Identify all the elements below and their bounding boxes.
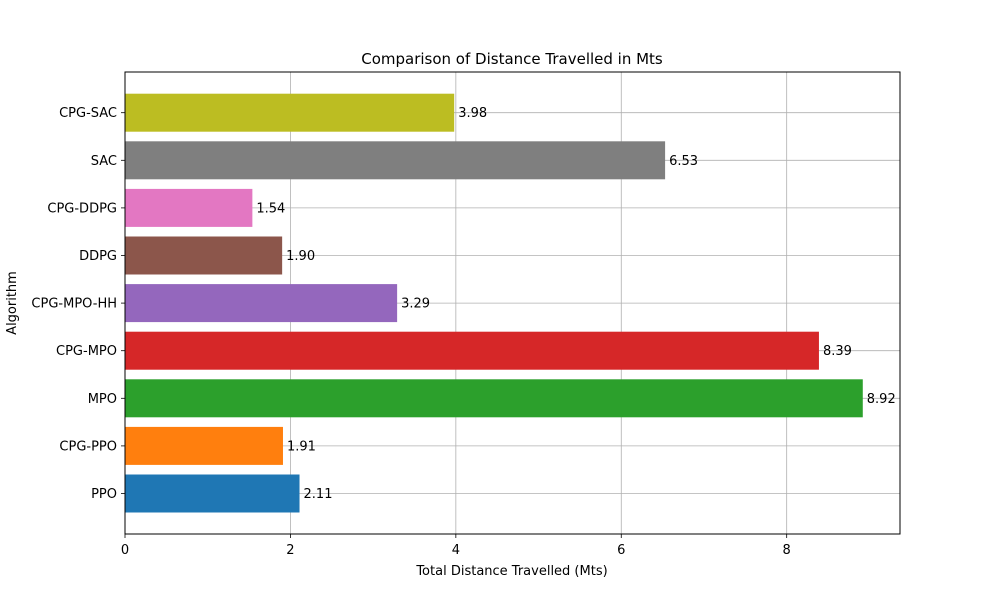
- data-label-sac: 6.53: [669, 154, 698, 169]
- bar-cpg-mpo-hh: [125, 284, 398, 323]
- data-label-ppo: 2.11: [304, 487, 333, 502]
- x-tick-label: 4: [452, 543, 460, 558]
- y-tick-label: CPG-PPO: [59, 439, 117, 454]
- y-axis-ticks: PPO CPG-PPO MPO CPG-MPO CPG-MPO-HH DDPG CPG-DD…: [31, 106, 125, 502]
- bar-cpg-mpo: [125, 331, 819, 370]
- y-tick-label: DDPG: [79, 249, 117, 264]
- x-axis-label: Total Distance Travelled (Mts): [415, 564, 607, 579]
- bars: [125, 93, 863, 513]
- data-label-cpg-mpo-hh: 3.29: [401, 297, 430, 312]
- data-label-cpg-ppo: 1.91: [287, 439, 316, 454]
- bar-ppo: [125, 474, 300, 513]
- data-label-ddpg: 1.90: [286, 249, 315, 264]
- y-tick-label: MPO: [88, 392, 117, 407]
- x-tick-label: 0: [121, 543, 129, 558]
- bar-cpg-sac: [125, 93, 455, 132]
- y-tick-label: PPO: [91, 487, 117, 502]
- data-label-cpg-ddpg: 1.54: [256, 201, 285, 216]
- bar-ddpg: [125, 236, 283, 275]
- x-tick-label: 8: [783, 543, 791, 558]
- y-axis-label: Algorithm: [5, 271, 20, 335]
- x-tick-label: 6: [617, 543, 625, 558]
- y-tick-label: CPG-MPO-HH: [31, 297, 117, 312]
- y-tick-label: SAC: [91, 154, 117, 169]
- data-label-cpg-mpo: 8.39: [823, 344, 852, 359]
- x-axis-ticks: 0 2 4 6 8: [121, 534, 791, 558]
- bar-mpo: [125, 379, 863, 418]
- y-tick-label: CPG-SAC: [59, 106, 117, 121]
- bar-cpg-ppo: [125, 426, 283, 465]
- y-tick-label: CPG-MPO: [56, 344, 117, 359]
- bar-sac: [125, 141, 666, 180]
- data-labels: 2.11 1.91 8.92 8.39 3.29 1.90 1.54 6.53 3.98: [256, 106, 895, 502]
- chart-title: Comparison of Distance Travelled in Mts: [361, 50, 663, 68]
- data-label-cpg-sac: 3.98: [458, 106, 487, 121]
- bar-cpg-ddpg: [125, 188, 253, 227]
- x-tick-label: 2: [286, 543, 294, 558]
- y-tick-label: CPG-DDPG: [47, 201, 117, 216]
- data-label-mpo: 8.92: [867, 392, 896, 407]
